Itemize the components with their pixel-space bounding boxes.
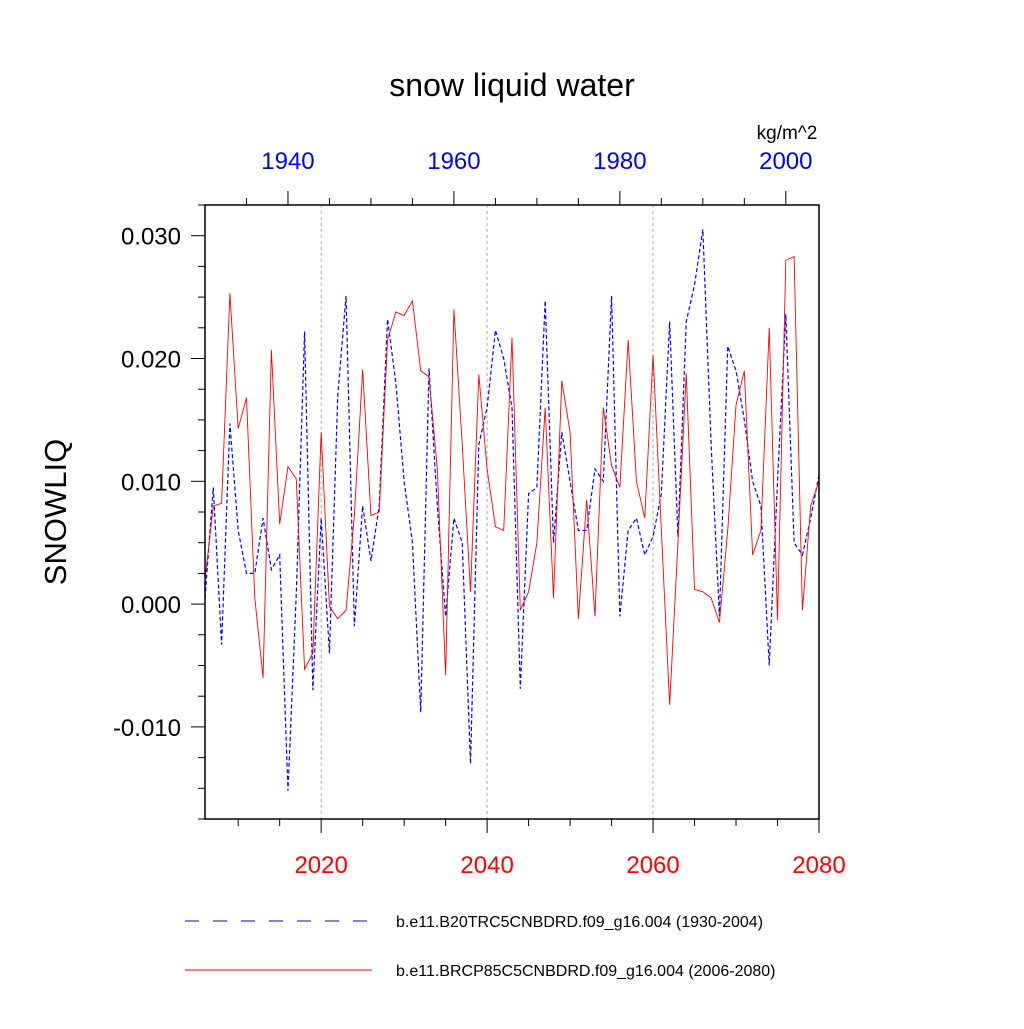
grid-lines xyxy=(320,205,654,819)
legend-label-rcp85: b.e11.BRCP85C5CNBDRD.f09_g16.004 (2006-2… xyxy=(396,963,775,980)
y-axis-label: SNOWLIQ xyxy=(38,439,73,585)
x-bottom-tick-label: 2080 xyxy=(792,852,845,879)
axes: -0.010 0.000 0.010 0.020 0.030 2020 2040 2060 20… xyxy=(113,148,846,879)
units-label: kg/m^2 xyxy=(757,123,818,144)
x-top-tick-label: 1940 xyxy=(261,148,314,175)
chart-title: snow liquid water xyxy=(389,67,635,103)
legend: b.e11.B20TRC5CNBDRD.f09_g16.004 (1930-20… xyxy=(185,914,775,980)
legend-label-historical: b.e11.B20TRC5CNBDRD.f09_g16.004 (1930-20… xyxy=(396,914,763,931)
x-bottom-tick-label: 2020 xyxy=(294,852,347,879)
x-top-tick-label: 1980 xyxy=(593,148,646,175)
y-tick-label: 0.000 xyxy=(121,592,181,619)
y-tick-label: -0.010 xyxy=(113,715,181,742)
data-series xyxy=(204,229,820,791)
plot-frame xyxy=(204,204,820,820)
x-bottom-tick-label: 2040 xyxy=(460,852,513,879)
y-tick-label: 0.010 xyxy=(121,469,181,496)
series-line-rcp85 xyxy=(204,255,820,705)
y-tick-label: 0.030 xyxy=(121,224,181,251)
x-top-tick-label: 1960 xyxy=(427,148,480,175)
y-tick-label: 0.020 xyxy=(121,347,181,374)
x-top-tick-label: 2000 xyxy=(759,148,812,175)
series-line-historical xyxy=(204,229,820,791)
x-bottom-tick-label: 2060 xyxy=(626,852,679,879)
